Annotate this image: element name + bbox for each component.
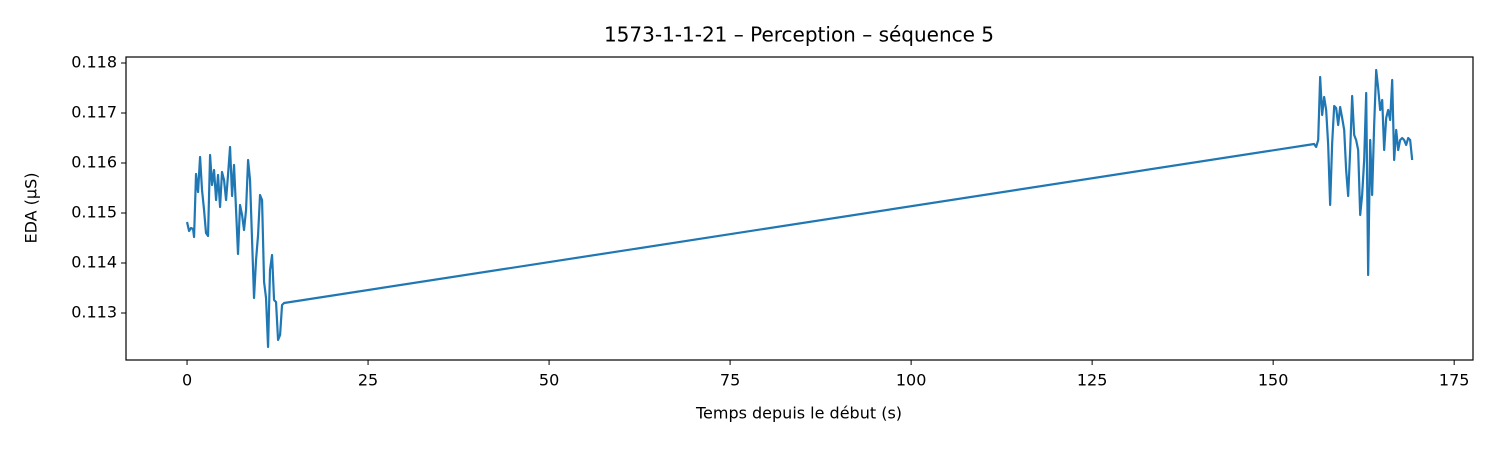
x-axis-label: Temps depuis le début (s) [695, 404, 902, 423]
x-tick-label: 75 [720, 371, 740, 390]
x-tick-label: 150 [1258, 371, 1289, 390]
y-axis-label: EDA (µS) [22, 173, 41, 244]
y-tick-label: 0.117 [71, 103, 117, 122]
y-tick-label: 0.115 [71, 203, 117, 222]
x-tick-label: 125 [1077, 371, 1108, 390]
x-tick-label: 50 [539, 371, 559, 390]
chart-title: 1573-1-1-21 – Perception – séquence 5 [604, 23, 994, 47]
y-tick-label: 0.118 [71, 53, 117, 72]
x-tick-label: 175 [1439, 371, 1470, 390]
data-line [185, 68, 1414, 349]
x-tick-label: 0 [182, 371, 192, 390]
x-tick-label: 100 [896, 371, 927, 390]
y-tick-label: 0.114 [71, 253, 117, 272]
y-tick-label: 0.113 [71, 303, 117, 322]
y-tick-label: 0.116 [71, 153, 117, 172]
x-tick-label: 25 [358, 371, 378, 390]
plot-frame [125, 56, 1474, 361]
